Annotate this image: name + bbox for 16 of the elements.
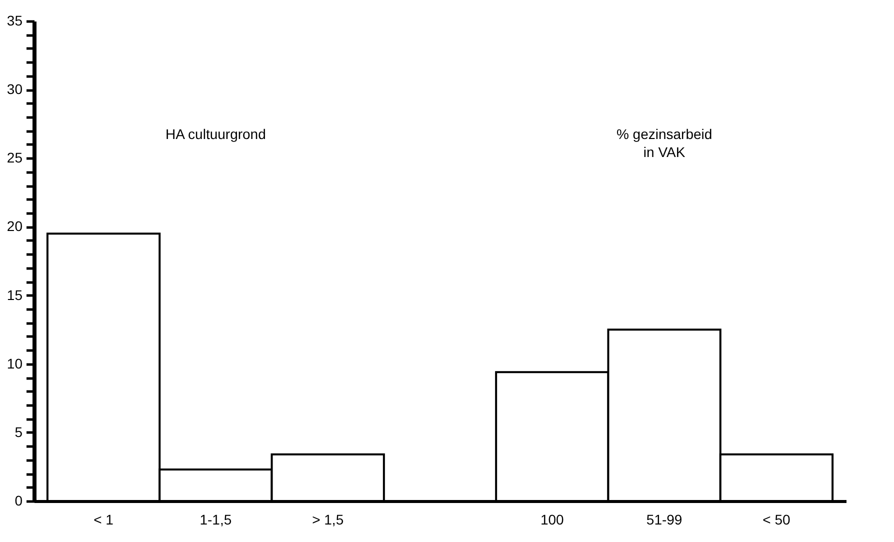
y-tick-label: 0: [14, 492, 23, 508]
x-tick-label: 51-99: [646, 512, 682, 528]
annotation: % gezinsarbeid in VAK: [616, 126, 712, 160]
y-tick-label: 30: [6, 81, 23, 98]
y-tick-label: 15: [6, 286, 23, 303]
x-tick-label: < 50: [762, 512, 790, 528]
y-tick-label: 10: [6, 355, 23, 372]
x-tick-label: 100: [540, 512, 564, 528]
x-tick-label: < 1: [94, 512, 114, 528]
y-tick-label: 5: [14, 424, 23, 440]
annotation: HA cultuurgrond: [165, 126, 266, 142]
y-tick-label: 25: [6, 150, 23, 166]
x-tick-label: > 1,5: [312, 512, 344, 528]
y-tick-label: 20: [6, 218, 23, 234]
y-tick-label: 35: [6, 12, 23, 28]
x-tick-label: 1-1,5: [200, 512, 232, 528]
